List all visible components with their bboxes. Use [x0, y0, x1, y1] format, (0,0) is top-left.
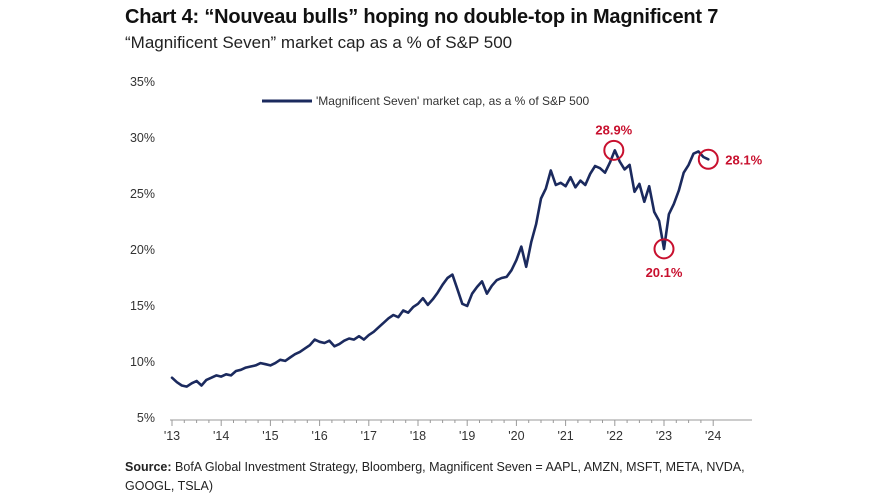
annotation-circle	[653, 238, 675, 260]
x-tick-label: '20	[508, 429, 524, 443]
x-tick-label: '21	[557, 429, 573, 443]
x-tick-label: '18	[410, 429, 426, 443]
x-tick-label: '19	[459, 429, 475, 443]
x-tick-label: '24	[705, 429, 721, 443]
annotations: 28.9% 20.1% 28.1%	[595, 122, 762, 280]
y-axis: 5% 10% 15% 20% 25% 30% 35%	[130, 75, 155, 425]
annotation-circle	[603, 139, 625, 161]
legend-label: 'Magnificent Seven' market cap, as a % o…	[316, 94, 590, 108]
legend: 'Magnificent Seven' market cap, as a % o…	[262, 94, 590, 108]
x-tick-label: '17	[361, 429, 377, 443]
y-tick-label: 15%	[130, 299, 155, 313]
source-label: Source:	[125, 460, 172, 474]
annotation-label: 28.1%	[725, 152, 762, 167]
x-tick-label: '23	[656, 429, 672, 443]
y-tick-label: 20%	[130, 243, 155, 257]
x-tick-label: '16	[311, 429, 327, 443]
x-tick-label: '22	[607, 429, 623, 443]
y-tick-label: 10%	[130, 355, 155, 369]
y-tick-label: 5%	[137, 411, 155, 425]
chart-title: Chart 4: “Nouveau bulls” hoping no doubl…	[125, 6, 719, 28]
y-tick-label: 35%	[130, 75, 155, 89]
x-tick-label: '15	[262, 429, 278, 443]
annotation-label: 28.9%	[595, 122, 632, 137]
series-group	[170, 149, 710, 388]
chart-subtitle: “Magnificent Seven” market cap as a % of…	[125, 33, 513, 52]
x-axis: '13 '14 '15 '16 '17 '18 '19 '20 '21 '22 '23 '24	[164, 419, 752, 443]
source-note: Source: BofA Global Investment Strategy,…	[125, 458, 765, 496]
x-tick-label: '13	[164, 429, 180, 443]
x-tick-label: '14	[213, 429, 229, 443]
y-tick-label: 30%	[130, 131, 155, 145]
annotation-label: 20.1%	[646, 265, 683, 280]
series-line	[170, 149, 710, 388]
y-tick-label: 25%	[130, 187, 155, 201]
annotation-circle	[697, 148, 719, 170]
source-text: BofA Global Investment Strategy, Bloombe…	[125, 460, 745, 493]
